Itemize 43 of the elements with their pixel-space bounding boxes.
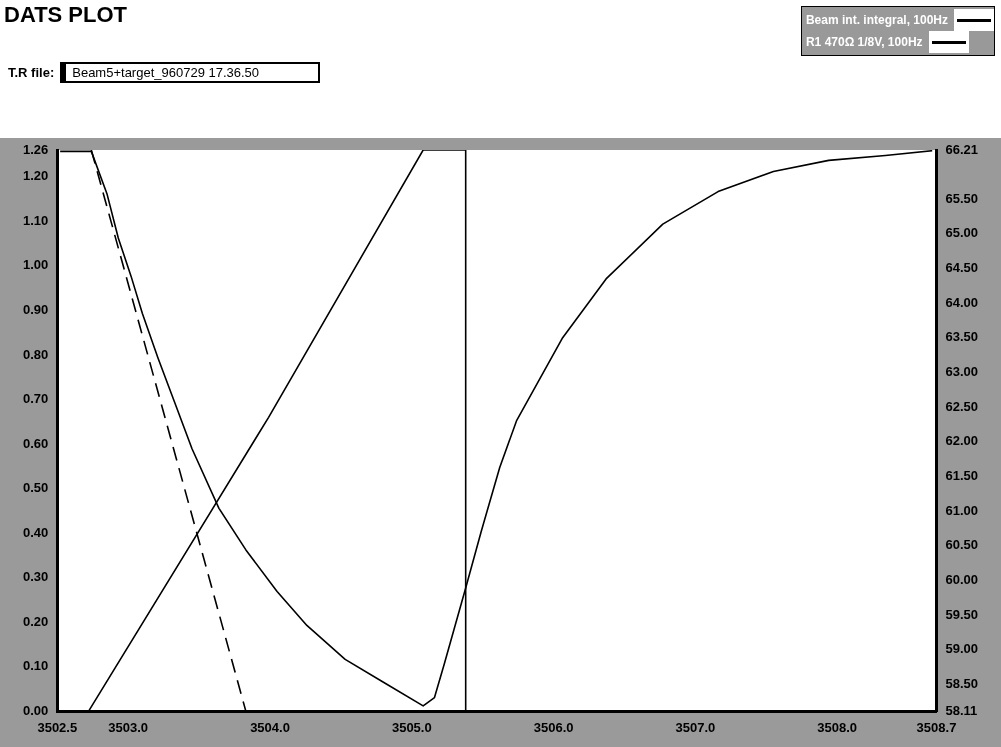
y-tick-label: 0.60 [22, 435, 49, 451]
y2-tick-label: 58.11 [945, 702, 978, 718]
legend-label: R1 470Ω 1/8V, 100Hz [805, 35, 923, 49]
y2-tick-label: 64.50 [945, 260, 979, 276]
y-tick-label: 0.70 [22, 391, 49, 407]
y-tick-label: 1.20 [22, 168, 49, 184]
y2-tick-label: 65.00 [945, 225, 979, 241]
y-tick-label: 0.90 [22, 301, 49, 317]
x-tick-label: 3502.5 [37, 719, 78, 735]
y-tick-label: 0.50 [22, 480, 49, 496]
y-tick-label: 0.30 [22, 569, 49, 585]
y2-tick-label: 59.50 [945, 606, 979, 622]
y2-tick-label: 62.50 [945, 398, 979, 414]
y2-tick-label: 61.50 [945, 468, 979, 484]
y2-tick-label: 58.50 [945, 675, 979, 691]
y2-tick-label: 61.00 [945, 502, 979, 518]
text: T.R file: Beam5+target_960729 17.36.50 [8, 65, 260, 80]
y2-tick-label: 60.50 [945, 537, 979, 553]
x-tick-label: 3506.0 [533, 719, 574, 735]
y-tick-label: 1.26 [22, 141, 49, 157]
chart-title: DATS PLOT [4, 2, 128, 28]
x-tick-label: 3505.0 [391, 719, 432, 735]
y-tick-label: 1.10 [22, 212, 49, 228]
y-tick-label: 0.10 [22, 658, 49, 674]
x-tick-label: 3508.7 [916, 719, 957, 735]
y2-tick-label: 64.00 [945, 294, 979, 310]
y-tick-label: 0.40 [22, 524, 49, 540]
x-tick-label: 3504.0 [250, 719, 290, 735]
legend-label: Beam int. integral, 100Hz [805, 13, 948, 27]
x-tick-label: 3508.0 [817, 719, 858, 735]
y2-tick-label: 62.00 [945, 433, 979, 449]
y-tick-label: 0.00 [22, 702, 49, 718]
x-tick-label: 3507.0 [675, 719, 716, 735]
y2-tick-label: 60.00 [945, 571, 979, 587]
y2-tick-label: 65.50 [945, 190, 979, 206]
y-tick-label: 0.20 [22, 613, 49, 629]
y-tick-label: 0.80 [22, 346, 49, 362]
y2-tick-label: 59.00 [945, 641, 979, 657]
y2-tick-label: 63.00 [945, 364, 979, 380]
x-tick-label: 3503.0 [108, 719, 149, 735]
y-tick-label: 1.00 [22, 257, 49, 273]
y2-tick-label: 66.21 [945, 141, 979, 157]
y2-tick-label: 63.50 [945, 329, 979, 345]
